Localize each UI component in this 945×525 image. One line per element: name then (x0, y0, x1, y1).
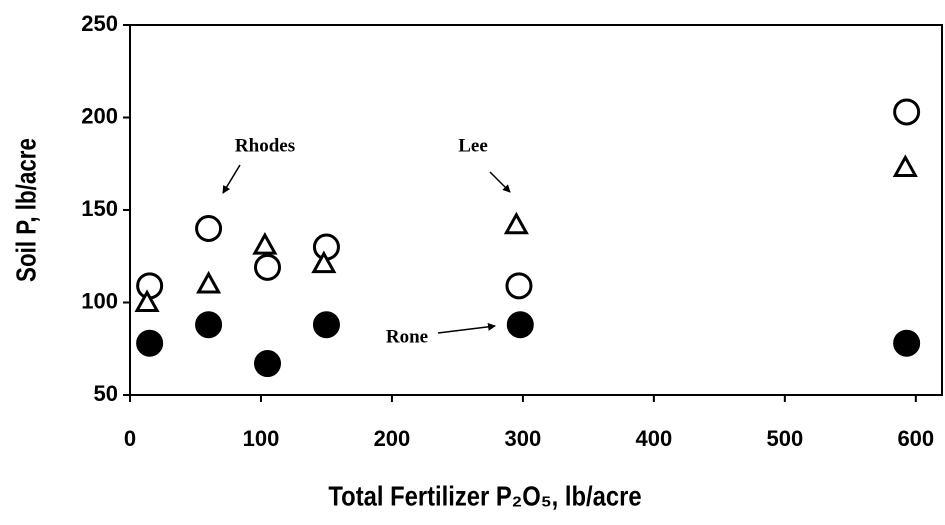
point (252, 232, 278, 255)
point (195, 311, 223, 339)
y-tick-label: 200 (81, 103, 118, 128)
plot-frame (129, 24, 943, 396)
point (196, 270, 222, 294)
point (136, 329, 164, 357)
y-tick-label: 250 (81, 11, 118, 36)
y-tick-label: 150 (81, 196, 118, 221)
x-tick-label: 500 (766, 426, 803, 451)
x-tick-label: 100 (243, 426, 280, 451)
y-tick-label: 50 (94, 381, 118, 406)
annotation-arrow (222, 164, 241, 194)
annotation-arrow (489, 171, 511, 193)
annotation: Rone (386, 326, 428, 347)
point (311, 250, 337, 274)
point (893, 98, 921, 126)
x-tick-label: 400 (636, 426, 673, 451)
point (892, 154, 918, 177)
point (254, 350, 282, 378)
x-tick-label: 0 (124, 426, 136, 451)
point (312, 311, 340, 339)
x-axis-label: Total Fertilizer P₂O₅, lb/acre (328, 480, 641, 512)
x-tick-label: 200 (374, 426, 411, 451)
x-tick-label: 300 (505, 426, 542, 451)
y-axis-label: Soil P, lb/acre (11, 138, 42, 282)
point (503, 211, 529, 235)
annotation: Lee (458, 135, 488, 156)
point (893, 329, 921, 357)
point (254, 253, 282, 281)
point (506, 311, 534, 339)
annotation: Rhodes (235, 135, 295, 156)
annotation-arrow (437, 322, 496, 334)
point (505, 272, 533, 300)
x-tick-label: 600 (897, 426, 934, 451)
y-tick-label: 100 (81, 288, 118, 313)
point (134, 289, 160, 312)
point (195, 215, 223, 242)
